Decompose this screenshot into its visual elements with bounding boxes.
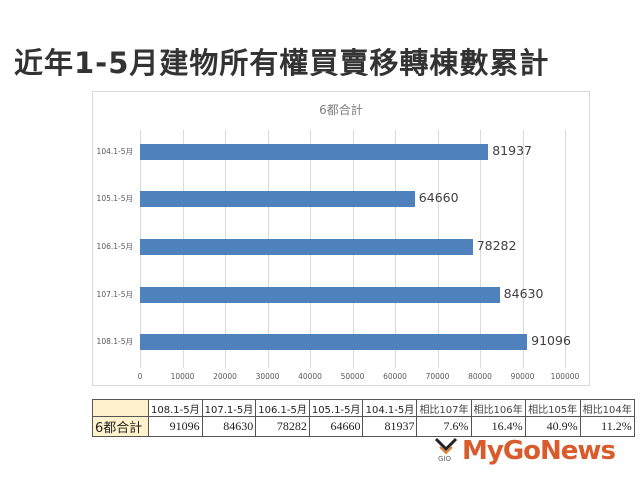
bar-row: 81937 104.1-5月 <box>97 142 565 160</box>
bar <box>140 334 528 351</box>
bar-value-label: 91096 <box>531 333 571 349</box>
x-tick-label: 70000 <box>425 372 450 381</box>
table-corner-cell <box>92 399 149 417</box>
bar-value-label: 81937 <box>492 142 532 158</box>
table-cell: 16.4% <box>470 416 526 437</box>
bar <box>140 286 500 303</box>
category-label: 107.1-5月 <box>96 289 133 299</box>
table-cell: 7.6% <box>416 416 472 437</box>
gridline <box>565 130 566 368</box>
bar-row: 64660 105.1-5月 <box>97 190 565 208</box>
table-header-row: 108.1-5月 107.1-5月 106.1-5月 105.1-5月 104.… <box>92 399 635 417</box>
table-cell: 11.2% <box>579 416 635 437</box>
x-tick-label: 0 <box>137 372 143 381</box>
bar <box>140 143 489 160</box>
logo-mark-icon: GIO <box>434 437 458 465</box>
table-header-cell: 相比105年 <box>524 399 581 417</box>
plot-area: 0 10000 20000 30000 40000 50000 60000 70000 8000… <box>97 130 579 381</box>
bar <box>140 239 473 255</box>
gridline <box>480 130 481 368</box>
table-header-cell: 相比106年 <box>470 399 526 417</box>
table-header-cell: 104.1-5月 <box>362 399 418 417</box>
row-label: 6都合計 <box>92 416 149 437</box>
table-cell: 40.9% <box>524 416 581 437</box>
table-header-cell: 105.1-5月 <box>308 399 364 417</box>
bar-value-label: 64660 <box>418 190 459 206</box>
table-header-cell: 106.1-5月 <box>255 399 310 417</box>
category-label: 105.1-5月 <box>96 194 133 204</box>
gridline <box>522 130 524 368</box>
bar-value-label: 84630 <box>503 285 544 301</box>
x-tick-label: 60000 <box>383 372 407 381</box>
table-cell: 81937 <box>362 416 418 437</box>
logo-text: MyGoNews <box>462 436 616 466</box>
logo-sub-text: GIO <box>438 455 451 463</box>
bar-row: 78282 106.1-5月 <box>97 238 565 255</box>
table-row: 6都合計 91096 84630 78282 64660 81937 7.6% … <box>92 416 635 437</box>
table-header-cell: 相比104年 <box>579 399 635 417</box>
mygonews-logo: GIO MyGoNews <box>434 436 616 466</box>
x-tick-label: 10000 <box>170 372 195 381</box>
table-cell: 64660 <box>308 416 364 437</box>
bar-row: 91096 108.1-5月 <box>97 333 571 351</box>
category-label: 106.1-5月 <box>96 242 133 251</box>
category-label: 108.1-5月 <box>96 337 133 347</box>
bar <box>140 191 415 208</box>
x-tick-label: 80000 <box>468 372 492 381</box>
chart-title: 6都合計 <box>319 103 363 117</box>
category-label: 104.1-5月 <box>96 146 133 156</box>
table-header-cell: 107.1-5月 <box>201 399 257 417</box>
x-tick-label: 40000 <box>298 372 322 381</box>
table-cell: 84630 <box>201 416 257 437</box>
bar-row: 84630 107.1-5月 <box>97 285 565 303</box>
summary-table: 108.1-5月 107.1-5月 106.1-5月 105.1-5月 104.… <box>92 399 635 437</box>
table-header-cell: 相比107年 <box>416 399 472 417</box>
bar-chart: 6都合計 0 10000 20000 30000 40000 50000 60000 7000… <box>92 91 590 386</box>
x-tick-label: 20000 <box>213 372 237 381</box>
x-tick-label: 30000 <box>255 372 280 381</box>
page-title: 近年1-5月建物所有權買賣移轉棟數累計 <box>14 46 550 80</box>
x-tick-label: 90000 <box>510 372 535 381</box>
bar-value-label: 78282 <box>476 238 517 253</box>
x-tick-label: 50000 <box>340 372 365 381</box>
table-cell: 91096 <box>148 416 203 437</box>
table-cell: 78282 <box>255 416 310 437</box>
table-header-cell: 108.1-5月 <box>148 399 203 417</box>
x-tick-label: 100000 <box>550 372 580 381</box>
